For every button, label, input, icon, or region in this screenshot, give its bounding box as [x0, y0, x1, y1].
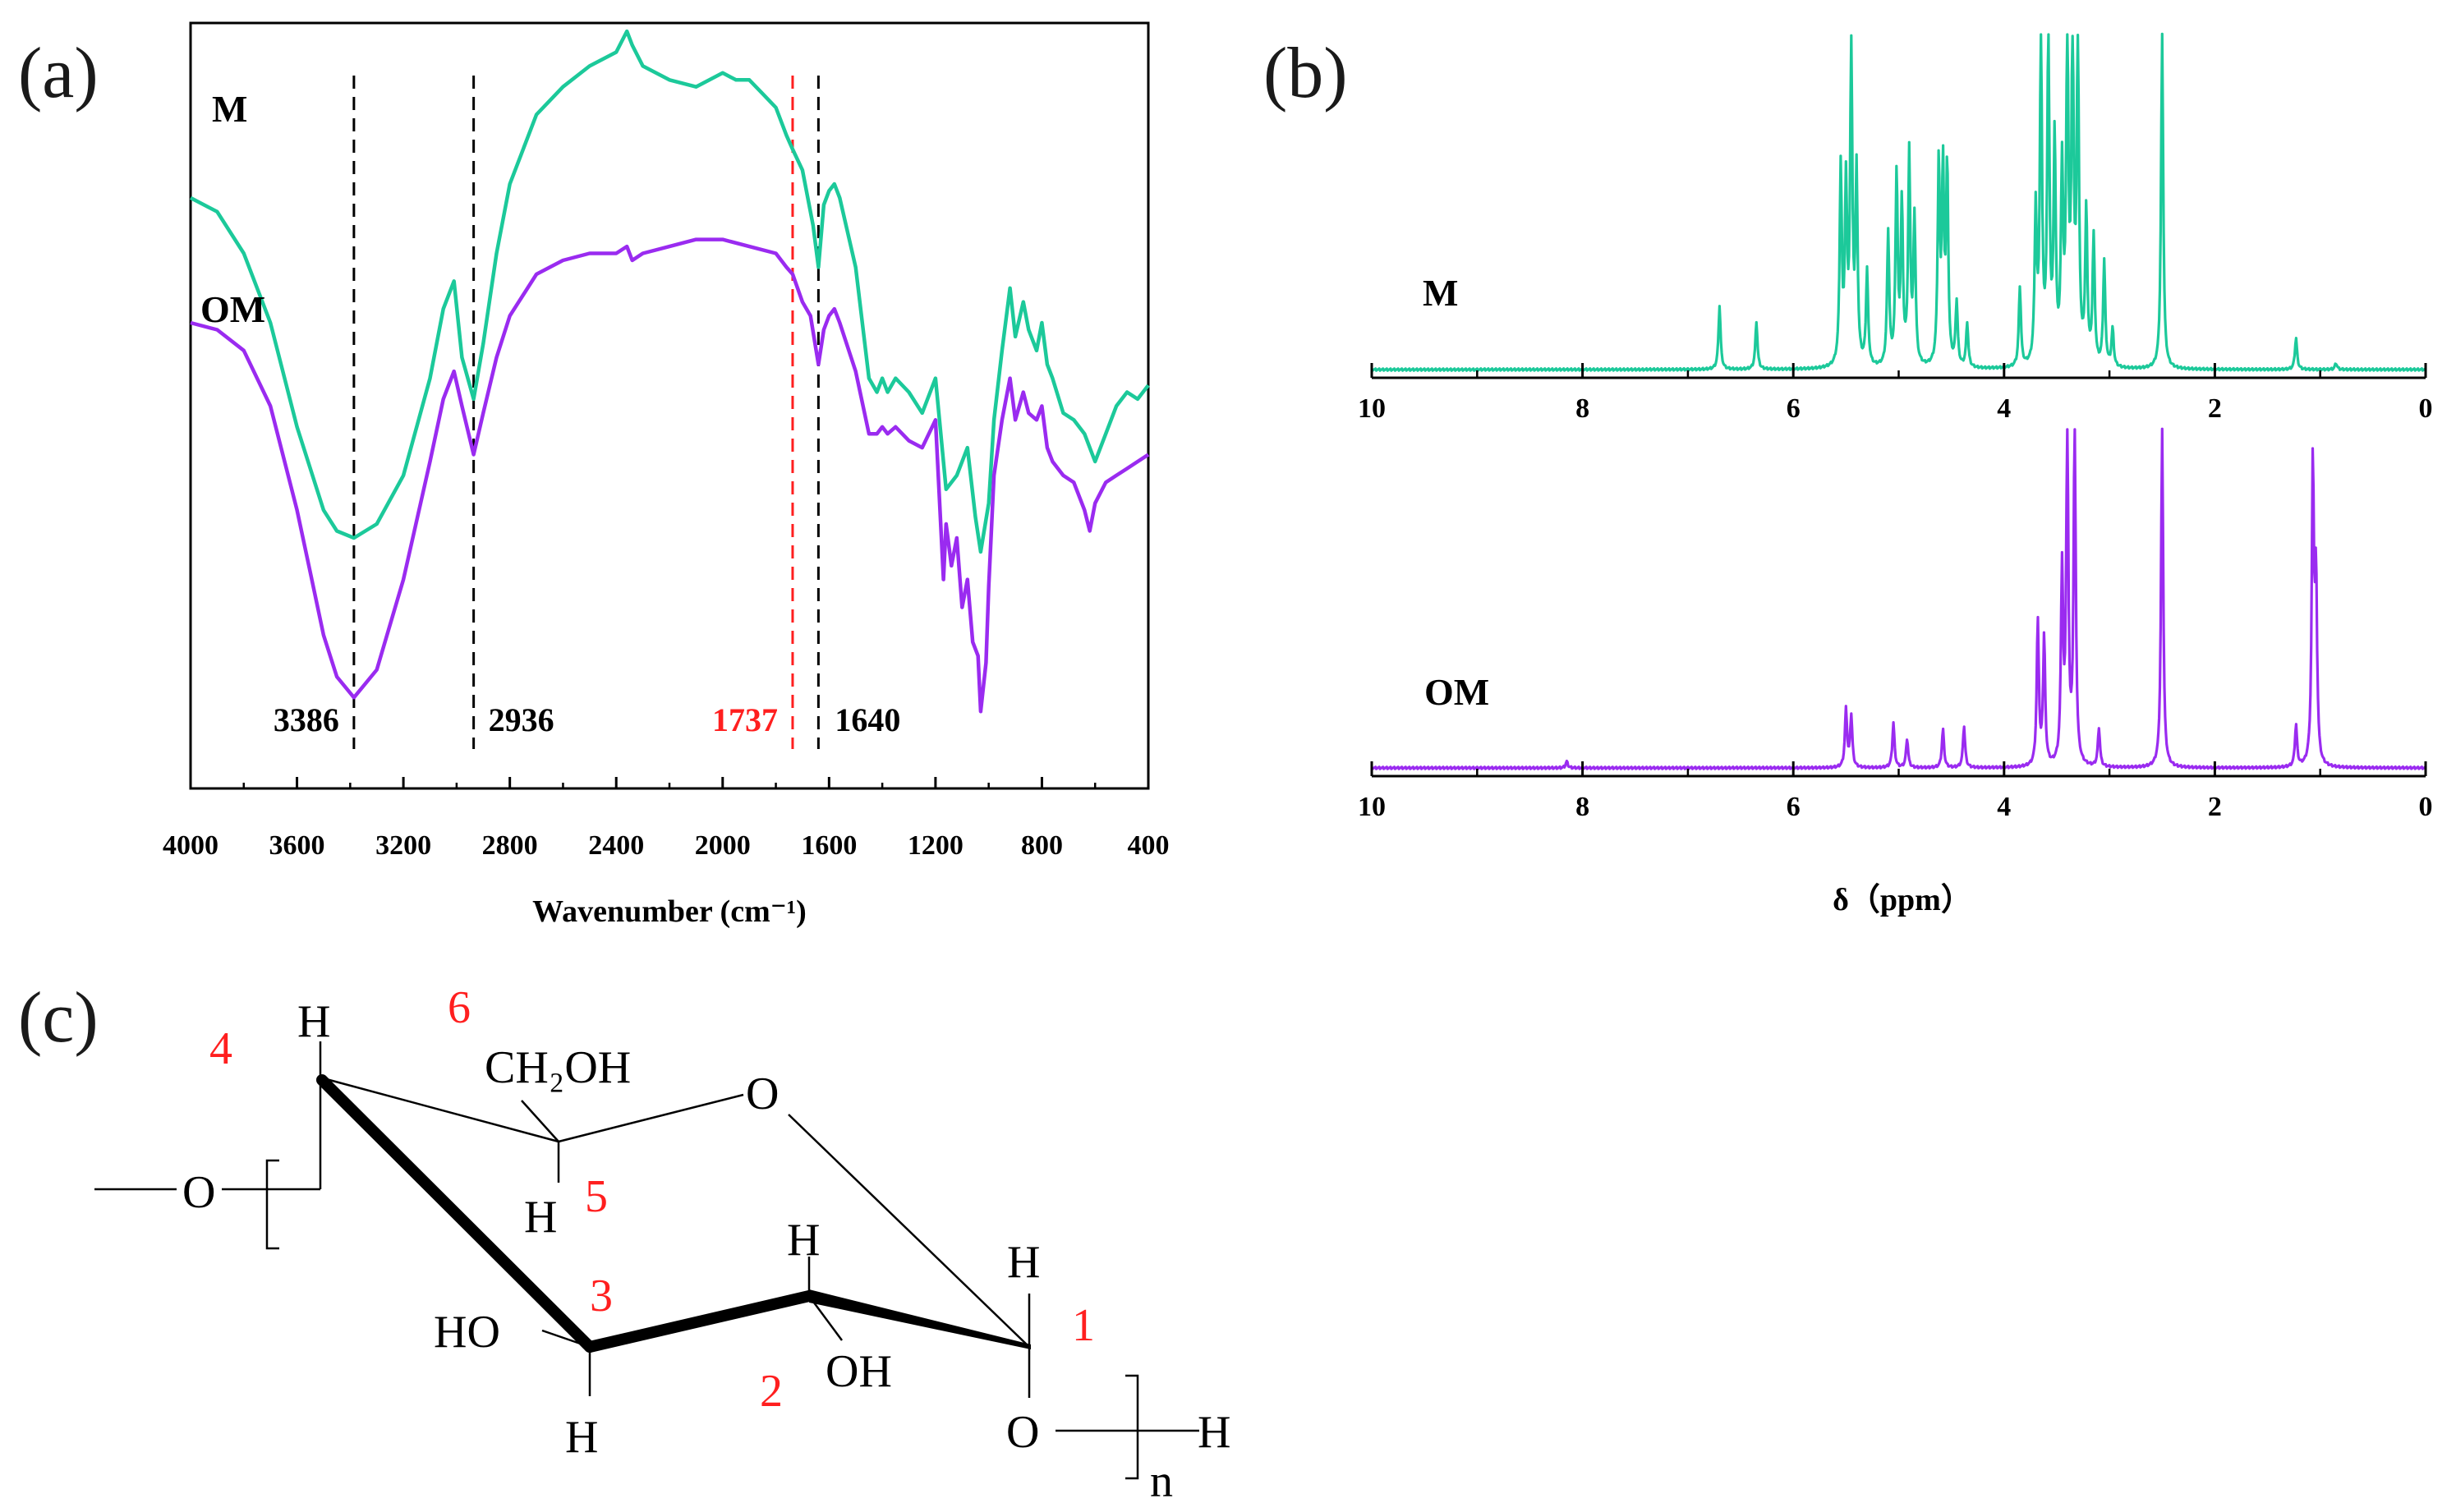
ftir-reference-lines [352, 76, 820, 749]
nmr-tick-label-4: 4 [1997, 792, 2011, 822]
nmr-tick-label-8: 8 [1575, 393, 1589, 424]
ftir-x-ticks [189, 777, 1150, 788]
atom-oh2: OH [826, 1346, 892, 1397]
nmr-tick-label-0: 0 [2419, 393, 2433, 424]
atom-o-ring: O [746, 1069, 779, 1119]
ftir-peak-label-1737: 1737 [712, 701, 778, 738]
nmr-tick-label-4: 4 [1997, 393, 2011, 424]
nmr-x-axis-label: δ（ppm） [1833, 883, 1972, 917]
panel-c-structure: (c) [18, 978, 1230, 1507]
nmr-trace-m [1370, 32, 2426, 372]
carbon-number-2: 2 [760, 1366, 783, 1417]
ftir-label-om: OM [200, 288, 265, 330]
ftir-series-m [189, 29, 1150, 554]
ftir-series [189, 29, 1150, 714]
ftir-tick-label-2000: 2000 [695, 830, 751, 861]
nmr-trace-om [1370, 427, 2426, 770]
nmr-tick-label-6: 6 [1787, 792, 1801, 822]
nmr-label-m: M [1423, 272, 1458, 314]
panel-label-c: (c) [18, 978, 99, 1058]
ftir-peak-label-3386: 3386 [274, 701, 339, 738]
nmr-tick-label-2: 2 [2208, 393, 2222, 424]
nmr-tick-label-6: 6 [1787, 393, 1801, 424]
ftir-peak-label-2936: 2936 [489, 701, 554, 738]
atom-o1: O [1006, 1407, 1039, 1458]
nmr-spectrum-om: 10 8 6 4 2 0 OM [1358, 427, 2433, 822]
nmr-tick-label-10: 10 [1358, 393, 1386, 424]
atom-h3: H [565, 1412, 598, 1463]
nmr-m-ticks [1370, 363, 2427, 378]
atom-h2: H [787, 1215, 820, 1266]
ftir-peak-labels: 3386 2936 1737 1640 [274, 701, 901, 738]
ftir-tick-label-3600: 3600 [269, 830, 325, 861]
ftir-tick-label-4000: 4000 [163, 830, 218, 861]
repeat-n: n [1150, 1456, 1173, 1507]
ftir-tick-label-400: 400 [1128, 830, 1170, 861]
ftir-tick-label-3200: 3200 [375, 830, 431, 861]
atom-h1: H [1007, 1237, 1040, 1288]
ftir-peak-label-1640: 1640 [835, 701, 900, 738]
atom-h4: H [297, 996, 330, 1047]
bond-c2-oh [807, 1295, 844, 1341]
nmr-om-ticks [1370, 761, 2427, 776]
ftir-series-om [190, 237, 1150, 714]
ftir-tick-label-1600: 1600 [801, 830, 857, 861]
atom-ho3: HO [434, 1307, 500, 1358]
nmr-m-spectrum-line [1370, 32, 2426, 372]
atom-h5: H [524, 1192, 557, 1243]
carbon-number-1: 1 [1072, 1300, 1095, 1351]
bond-c4-c5 [320, 1076, 559, 1143]
ftir-tick-label-1200: 1200 [908, 830, 964, 861]
ftir-tick-label-2400: 2400 [588, 830, 644, 861]
bond-o-c1 [788, 1114, 1030, 1348]
ftir-x-tick-labels: 4000 3600 3200 2800 2400 2000 1600 1200 800 400 [163, 830, 1170, 861]
bond-c2-c1-wedge [809, 1289, 1031, 1349]
bond-c4-c3-bold [316, 1074, 596, 1353]
carbon-number-5: 5 [585, 1171, 608, 1222]
nmr-om-tick-labels: 10 8 6 4 2 0 [1358, 792, 2433, 822]
ftir-label-m: M [212, 88, 247, 130]
bond-c3-ho [541, 1329, 591, 1349]
carbon-number-4: 4 [209, 1023, 232, 1074]
panel-label-b: (b) [1263, 34, 1348, 113]
nmr-tick-label-10: 10 [1358, 792, 1386, 822]
nmr-tick-label-0: 0 [2419, 792, 2433, 822]
panel-b-nmr: (b) 10 8 6 4 2 0 M 10 8 6 4 2 0 OM δ（ppm） [1263, 32, 2433, 917]
bond-c5-o [558, 1093, 744, 1143]
nmr-label-om: OM [1424, 671, 1489, 713]
nmr-spectrum-m: 10 8 6 4 2 0 M [1358, 32, 2433, 424]
nmr-tick-label-2: 2 [2208, 792, 2222, 822]
atom-h-end: H [1198, 1407, 1230, 1458]
ftir-tick-label-2800: 2800 [482, 830, 538, 861]
atom-ch2oh: CH₂OH [485, 1042, 631, 1093]
bracket-left [265, 1159, 279, 1250]
atom-o-left: O [182, 1167, 215, 1218]
nmr-om-spectrum-line [1370, 427, 2426, 770]
nmr-tick-label-8: 8 [1575, 792, 1589, 822]
nmr-m-tick-labels: 10 8 6 4 2 0 [1358, 393, 2433, 424]
carbon-number-6: 6 [448, 982, 471, 1033]
ftir-x-axis-label: Wavenumber (cm⁻¹) [532, 894, 807, 929]
bracket-right [1125, 1374, 1139, 1480]
bond-c3-c2-bold [584, 1290, 815, 1353]
carbon-number-3: 3 [590, 1271, 613, 1321]
structure-bonds [94, 1041, 1199, 1480]
structure-atoms: H CH₂OH O O H H H HO OH H O H n [182, 996, 1230, 1507]
structure-numbers: 1 2 3 4 5 6 [209, 982, 1095, 1417]
panel-a-ftir: (a) 3386 2936 1737 1640 4000 3600 3200 2800 240… [18, 21, 1170, 929]
ftir-tick-label-800: 800 [1021, 830, 1063, 861]
panel-label-a: (a) [18, 34, 99, 113]
bond-c5-ch2oh [521, 1100, 559, 1142]
